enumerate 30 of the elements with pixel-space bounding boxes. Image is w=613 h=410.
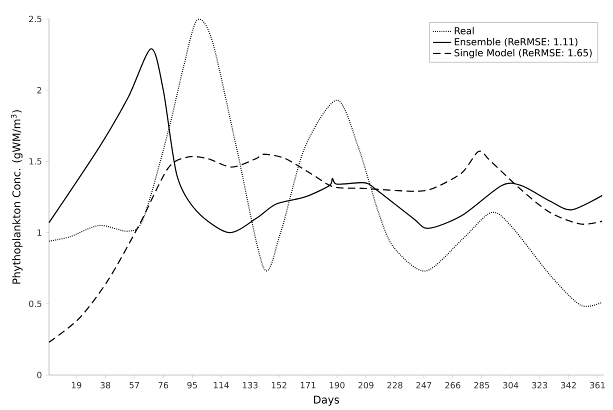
- x-tick-label: 114: [214, 382, 229, 388]
- x-tick-label: 209: [358, 382, 374, 388]
- x-tick-label: 228: [387, 382, 402, 388]
- legend-label: Single Model (ReRMSE: 1.65): [454, 48, 592, 58]
- x-axis-title: Days: [314, 396, 340, 406]
- x-tick-label: 152: [272, 382, 286, 388]
- x-tick-label: 76: [158, 382, 168, 388]
- y-axis-title: Phythoplankton Conc. (gWM/m$^{3}$): [10, 110, 23, 284]
- y-tick-label: 1: [38, 229, 42, 236]
- y-tick-label: 1.5: [29, 158, 42, 165]
- legend-label: Ensemble (ReRMSE: 1.11): [454, 38, 578, 47]
- x-tick-label: 190: [330, 382, 345, 388]
- x-tick-label: 19: [72, 382, 82, 388]
- x-tick-label: 304: [503, 382, 518, 388]
- x-tick-label: 38: [100, 382, 110, 388]
- y-tick-label: 0: [37, 372, 42, 378]
- x-tick-label: 247: [416, 382, 432, 388]
- x-tick-label: 57: [130, 382, 140, 388]
- x-tick-label: 266: [445, 382, 460, 388]
- x-tick-label: 361: [590, 382, 605, 388]
- legend-label: Real: [454, 26, 474, 34]
- x-tick-label: 171: [300, 382, 316, 388]
- y-tick-label: 2.5: [29, 16, 42, 22]
- y-tick-label: 0.5: [29, 300, 42, 308]
- x-tick-label: 342: [561, 382, 576, 388]
- x-tick-label: 133: [242, 382, 258, 388]
- x-tick-label: 95: [187, 382, 197, 388]
- y-tick-label: 2: [37, 86, 42, 94]
- x-tick-label: 285: [474, 382, 490, 388]
- x-tick-label: 323: [532, 382, 548, 388]
